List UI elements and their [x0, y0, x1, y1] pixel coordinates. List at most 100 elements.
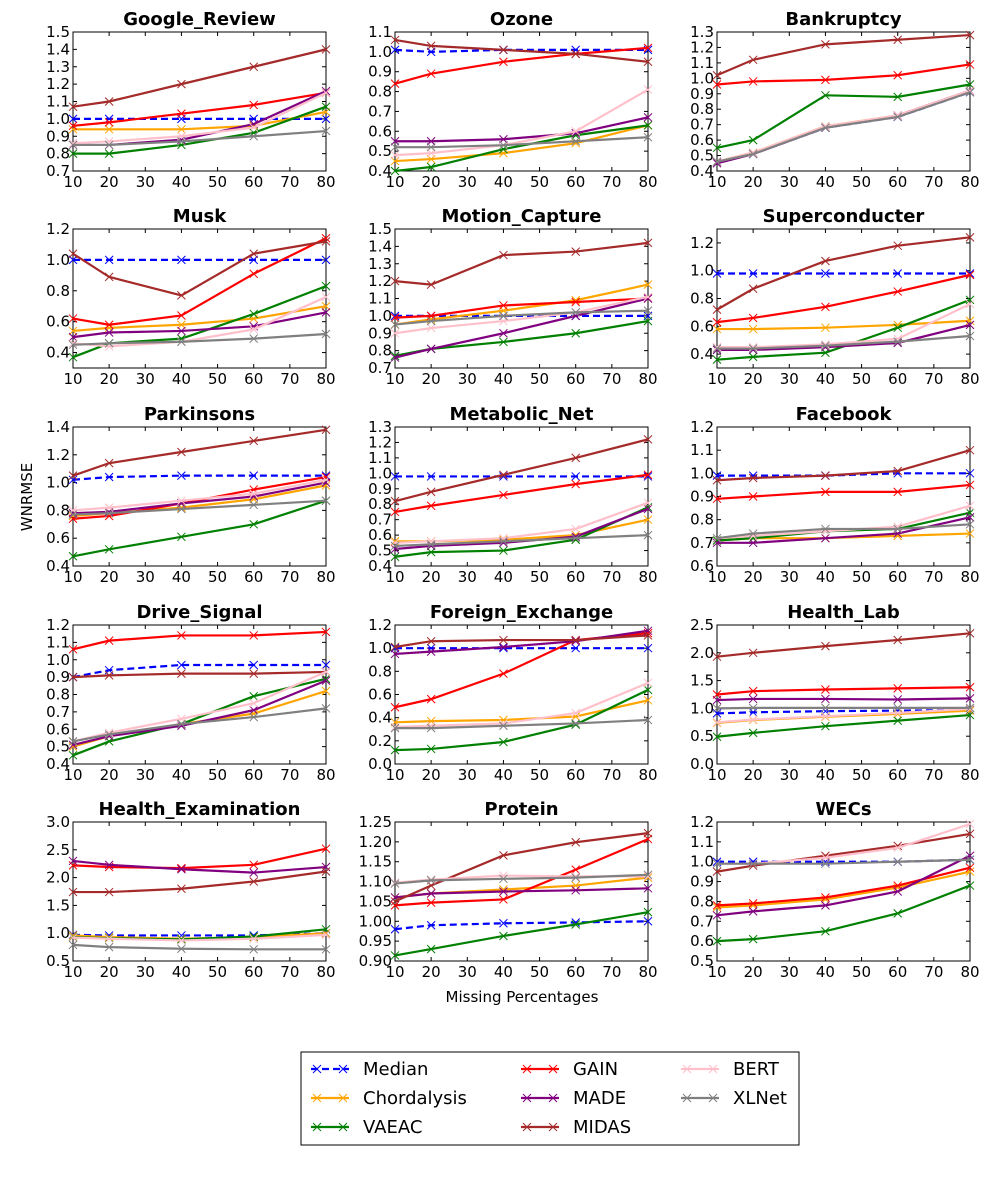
y-tick-label: 0.6 — [368, 122, 392, 140]
y-tick-label: 1.0 — [690, 464, 714, 482]
series-median-line — [72, 474, 326, 481]
series-midas-point — [571, 453, 581, 463]
series-gain-point — [68, 314, 78, 323]
series-midas-point — [68, 102, 78, 112]
y-tick-label: 0.4 — [368, 557, 392, 575]
series-median-point — [68, 475, 78, 485]
y-tick-label: 0.9 — [368, 324, 392, 342]
y-tick-label: 0.5 — [46, 738, 70, 756]
plot-frame — [716, 31, 971, 172]
series-made-point — [965, 320, 975, 330]
series-xlnet-point — [712, 344, 722, 353]
plot-frame — [716, 426, 971, 567]
series-gain-point — [68, 861, 78, 870]
series-median-point — [499, 643, 508, 653]
series-made-point — [965, 851, 975, 861]
y-tick-label: 0.8 — [690, 290, 714, 308]
series-xlnet-point — [821, 123, 830, 133]
y-tick-label: 1.1 — [46, 633, 70, 651]
legend-marker — [312, 1093, 322, 1103]
series-xlnet-point — [965, 855, 975, 865]
y-tick-label: 1.10 — [359, 873, 392, 891]
series-gain-point — [177, 311, 186, 320]
plot-frame — [394, 624, 649, 765]
series-median-point — [712, 269, 722, 278]
y-tick-label: 0.7 — [690, 116, 714, 134]
plot-frame — [394, 31, 649, 172]
series-bert-point — [321, 667, 331, 677]
y-tick-label: 0.6 — [690, 131, 714, 149]
x-tick-label: 30 — [780, 963, 799, 981]
series-gain-point — [712, 80, 722, 89]
series-group — [390, 435, 653, 562]
y-tick-label: 1.1 — [690, 54, 714, 72]
panel-superconducter: Superconducter 10 20 30 40 50 60 70 80 0.4 0.6 0.8 1… — [690, 206, 979, 388]
series-made-point — [499, 642, 508, 652]
series-group — [712, 445, 975, 548]
series-bert-line — [717, 822, 971, 865]
series-made-point — [748, 538, 758, 548]
series-midas-point — [499, 851, 508, 860]
legend-marker — [682, 1093, 692, 1103]
series-vaeac-point — [390, 166, 400, 176]
series-bert-point — [321, 475, 331, 485]
legend-item-vaeac: VAEAC — [311, 1117, 422, 1138]
series-gain-point — [893, 287, 903, 296]
series-xlnet-point — [643, 132, 653, 142]
x-tick-label: 20 — [422, 963, 441, 981]
series-gain-point — [499, 57, 508, 67]
series-gain-point — [68, 644, 78, 654]
legend-label: Chordalysis — [363, 1088, 467, 1109]
series-midas-point — [965, 232, 975, 242]
series-chordalysis-point — [643, 280, 653, 289]
x-tick-label: 20 — [100, 370, 119, 388]
series-midas-point — [643, 238, 653, 248]
series-bert-point — [965, 501, 975, 511]
series-midas-point — [68, 471, 78, 481]
x-tick-label: 50 — [852, 963, 871, 981]
x-tick-label: 70 — [924, 370, 943, 388]
x-tick-label: 40 — [172, 766, 191, 784]
x-tick-label: 40 — [494, 568, 513, 586]
series-group — [390, 35, 653, 176]
series-vaeac-point — [571, 328, 581, 338]
legend-marker — [522, 1064, 532, 1074]
x-tick-label: 20 — [422, 568, 441, 586]
series-midas-point — [177, 447, 186, 457]
y-tick-label: 1.0 — [690, 853, 714, 871]
series-chordalysis-point — [104, 124, 114, 134]
series-midas-point — [104, 458, 114, 468]
series-xlnet-point — [821, 524, 830, 534]
legend-item-midas: MIDAS — [521, 1117, 631, 1138]
series-xlnet-point — [893, 857, 903, 867]
legend-item-chordalysis: Chordalysis — [311, 1088, 467, 1109]
series-gain-point — [821, 75, 830, 85]
panel-title: Drive_Signal — [136, 602, 262, 623]
y-tick-label: 0.7 — [690, 912, 714, 930]
panel-title: Ozone — [490, 9, 553, 30]
y-tick-label: 0.5 — [690, 952, 714, 970]
y-tick-label: 1.5 — [46, 896, 70, 914]
x-tick-label: 10 — [385, 370, 404, 388]
series-vaeac-point — [249, 519, 259, 529]
x-tick-label: 20 — [744, 766, 763, 784]
x-tick-label: 60 — [888, 568, 907, 586]
series-xlnet-point — [249, 334, 259, 344]
series-midas-point — [249, 436, 259, 446]
x-tick-label: 50 — [208, 568, 227, 586]
series-gain-point — [571, 865, 581, 875]
series-gain-point — [965, 863, 975, 873]
series-xlnet-point — [249, 131, 259, 141]
series-vaeac-point — [712, 936, 722, 946]
series-xlnet-point — [249, 712, 259, 722]
y-tick-label: 1.2 — [368, 433, 392, 451]
y-tick-label: 1.1 — [690, 441, 714, 459]
series-bert-line — [717, 303, 971, 349]
series-chordalysis-point — [712, 324, 722, 334]
series-midas-point — [177, 79, 186, 89]
series-bert-point — [68, 338, 78, 348]
series-xlnet-point — [821, 341, 830, 351]
x-tick-label: 60 — [888, 963, 907, 981]
plot-frame — [72, 426, 327, 567]
x-tick-label: 80 — [638, 370, 657, 388]
